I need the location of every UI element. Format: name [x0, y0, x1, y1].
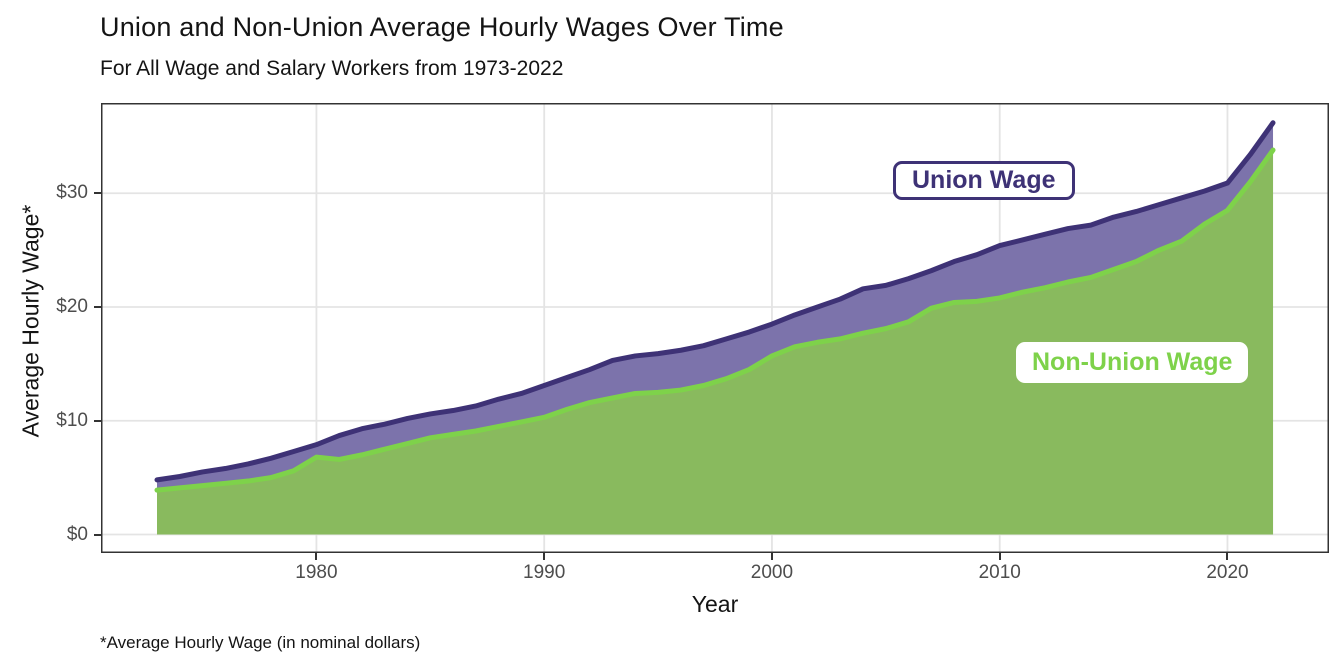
x-tick	[543, 553, 546, 560]
chart-subtitle: For All Wage and Salary Workers from 197…	[100, 57, 564, 80]
union-line	[154, 120, 1276, 483]
y-tick	[94, 306, 101, 309]
y-tick-label: $30	[56, 182, 88, 204]
x-tick	[770, 553, 773, 560]
x-axis-title: Year	[691, 591, 739, 617]
y-tick-label: $10	[56, 409, 88, 431]
x-tick-label: 1990	[523, 562, 566, 583]
x-tick	[1226, 553, 1229, 560]
y-tick-label: $0	[66, 523, 88, 545]
non-union-wage-label: Non-Union Wage	[1016, 342, 1249, 383]
union-wage-label: Union Wage	[893, 161, 1075, 200]
y-tick	[94, 419, 101, 422]
plot-area	[101, 103, 1329, 553]
x-tick-label: 1980	[295, 562, 338, 583]
x-tick	[315, 553, 318, 560]
panel-border	[101, 103, 1329, 553]
y-tick	[94, 192, 101, 195]
y-tick-label: $20	[56, 296, 88, 318]
x-tick-label: 2010	[978, 562, 1021, 583]
x-tick-label: 2020	[1206, 562, 1249, 583]
chart-title: Union and Non-Union Average Hourly Wages…	[100, 12, 784, 42]
x-tick	[998, 553, 1001, 560]
y-tick	[94, 533, 101, 536]
non-union-line	[154, 147, 1276, 493]
x-tick-label: 2000	[750, 562, 794, 583]
chart-caption: *Average Hourly Wage (in nominal dollars…	[100, 633, 421, 652]
y-axis-title: Average Hourly Wage*	[17, 204, 44, 438]
